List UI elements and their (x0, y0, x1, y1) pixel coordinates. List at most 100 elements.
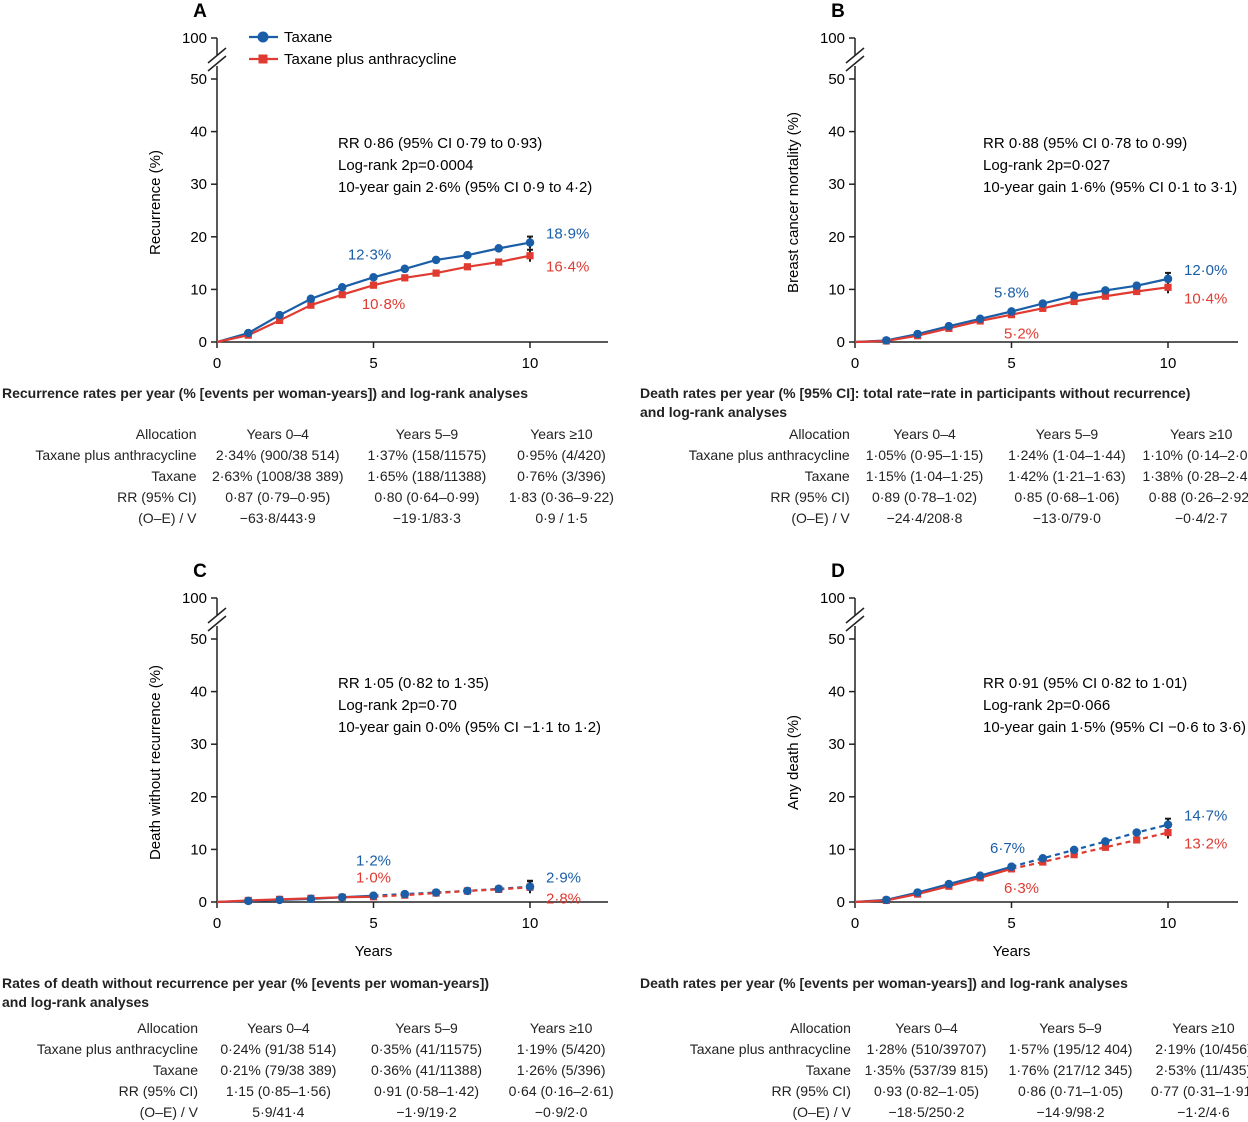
table-title-b: Death rates per year (% [95% CI]: total … (640, 384, 1190, 422)
row-label: RR (95% CI) (117, 488, 197, 505)
table-row: (O–E) / V −24·4/208·8 −13·0/79·0 −0·4/2·7 (640, 507, 1248, 528)
data-point-taxane-anthracycline (369, 281, 378, 289)
legend-label: Taxane (284, 29, 332, 46)
stat-line: RR 0·86 (95% CI 0·79 to 0·93) (338, 135, 542, 152)
table-cell: −14·9/98·2 (1036, 1103, 1105, 1120)
series-line-dashed (373, 885, 531, 897)
table-cell: 1·24% (1·04–1·44) (1008, 446, 1126, 463)
table-cell: 1·15 (0·85–1·56) (225, 1082, 331, 1099)
table-row: RR (95% CI) 0·89 (0·78–1·02) 0·85 (0·68–1·… (640, 486, 1248, 507)
rates-table-b: Allocation Years 0–4 Years 5–9 Years ≥10 Tax… (640, 423, 1248, 528)
data-point-taxane (1101, 837, 1110, 846)
table-cell: 0·9 / 1·5 (535, 509, 588, 526)
data-point-taxane (913, 329, 922, 339)
data-point-taxane-anthracycline (1070, 297, 1078, 306)
panel-c: C 0 10 20 30 40 50 100 0 5 10 Death without recurre… (0, 560, 624, 1120)
row-label: Allocation (135, 425, 197, 442)
table-row: Taxane 0·21% (79/38 389) 0·36% (41/11388) 1… (0, 1059, 624, 1080)
y-axis-label: Any death (%) (785, 715, 802, 810)
data-point-taxane (369, 891, 378, 900)
table-cell: 0·35% (41/11575) (370, 1040, 483, 1057)
row-label: RR (95% CI) (771, 1082, 851, 1099)
data-point-taxane-anthracycline (338, 291, 346, 299)
data-point-taxane (306, 294, 316, 304)
table-header-row: Allocation Years 0–4 Years 5–9 Years ≥10 (640, 423, 1248, 444)
data-point-taxane-anthracycline (463, 263, 471, 271)
table-title-line: Death rates per year (% [95% CI]: total … (640, 385, 1191, 401)
table-cell: −63·8/443·9 (239, 509, 316, 526)
x-tick-label: 0 (851, 355, 859, 372)
table-cell: 0·77 (0·31–1·91) (1150, 1082, 1248, 1099)
axis-break-mark (207, 615, 227, 632)
table-cell: Years 5–9 (395, 1019, 458, 1036)
legend-marker-taxane-anthracycline (258, 54, 268, 64)
stat-line: Log-rank 2p=0·70 (338, 697, 457, 714)
data-point-taxane (1069, 845, 1079, 855)
stat-line: 10-year gain 2·6% (95% CI 0·9 to 4·2) (338, 179, 592, 196)
y-tick-label: 50 (190, 71, 207, 88)
table-row: Taxane plus anthracycline 1·05% (0·95–1·1… (640, 444, 1248, 465)
table-cell: −19·1/83·3 (392, 509, 461, 526)
table-cell: 1·15% (1·04–1·25) (865, 467, 984, 484)
y-tick-label: 20 (190, 229, 207, 246)
table-cell: 1·76% (217/12 345) (1008, 1061, 1133, 1078)
table-cell: 2·53% (11/435) (1155, 1061, 1248, 1078)
data-point-taxane-anthracycline (1101, 843, 1109, 851)
y-tick-label: 0 (199, 334, 207, 351)
x-tick-label: 10 (1160, 915, 1177, 932)
y-tick-label: 10 (190, 281, 207, 298)
table-cell: −13·0/79·0 (1032, 509, 1101, 526)
data-point-taxane-anthracycline (432, 269, 440, 277)
row-label: RR (95% CI) (770, 488, 850, 505)
table-title-d: Death rates per year (% [events per woma… (640, 974, 1128, 993)
table-cell: Years ≥10 (530, 425, 593, 442)
data-point-taxane-anthracycline (1164, 283, 1172, 291)
value-annotation: 5·8% (994, 284, 1029, 301)
table-cell: Years 0–4 (893, 425, 956, 442)
y-tick-label: 30 (190, 176, 207, 193)
axis-break-mark (845, 615, 865, 632)
table-cell: 1·10% (0·14–2·06) (1142, 446, 1248, 463)
value-annotation: 1·0% (356, 870, 391, 887)
row-label: Taxane plus anthracycline (36, 1040, 198, 1057)
chart-a: A 0 10 20 30 40 50 100 0 5 10 Recurrence (%) RR 0·86… (147, 1, 608, 372)
series-line-taxane (854, 865, 1012, 904)
table-cell: Years 5–9 (1035, 425, 1099, 442)
chart-c: C 0 10 20 30 40 50 100 0 5 10 Death without recurre… (147, 561, 608, 960)
data-point-taxane (463, 886, 472, 896)
data-point-taxane-anthracycline (1070, 851, 1078, 859)
data-point-taxane (306, 894, 316, 904)
table-cell: 1·05% (0·95–1·15) (865, 446, 984, 463)
x-tick-label: 10 (1160, 355, 1177, 372)
value-annotation: 6·7% (990, 840, 1025, 857)
table-cell: 1·42% (1·21–1·63) (1008, 467, 1126, 484)
y-tick-label: 20 (190, 789, 207, 806)
table-header-row: Allocation Years 0–4 Years 5–9 Years ≥10 (0, 423, 624, 444)
data-point-taxane (494, 884, 503, 894)
table-cell: 0·86 (0·71–1·05) (1017, 1082, 1124, 1099)
table-cell: 1·26% (5/396) (516, 1061, 606, 1078)
data-point-taxane (1132, 281, 1141, 290)
stat-line: 10-year gain 1·5% (95% CI −0·6 to 3·6) (983, 719, 1246, 736)
data-point-taxane (882, 895, 891, 905)
data-point-taxane-anthracycline (1133, 836, 1141, 844)
panel-d: D 0 10 20 30 40 50 100 0 5 10 Any death (%) Years RR … (640, 560, 1248, 1120)
table-cell: 2·63% (1008/38 389) (211, 467, 344, 484)
table-row: (O–E) / V −18·5/250·2 −14·9/98·2 −1·2/4·6 (640, 1101, 1248, 1122)
table-cell: Years 0–4 (247, 1019, 310, 1036)
data-point-taxane (1163, 274, 1173, 284)
y-tick-label: 20 (828, 789, 845, 806)
table-row: Taxane plus anthracycline 1·28% (510/3970… (640, 1038, 1248, 1059)
value-annotation: 6·3% (1004, 880, 1039, 897)
x-tick-label: 5 (369, 355, 377, 372)
stat-line: RR 1·05 (0·82 to 1·35) (338, 675, 489, 692)
data-point-taxane (369, 273, 378, 282)
table-cell: 1·65% (188/11388) (367, 467, 487, 484)
y-tick-label: 50 (190, 631, 207, 648)
axis-break-mark (207, 607, 227, 624)
data-point-taxane (944, 879, 954, 889)
rates-table-c: Allocation Years 0–4 Years 5–9 Years ≥10 Tax… (0, 1017, 624, 1122)
row-label: Taxane plus anthracycline (35, 446, 197, 463)
y-tick-label: 50 (828, 631, 845, 648)
y-tick-label: 10 (190, 841, 207, 858)
